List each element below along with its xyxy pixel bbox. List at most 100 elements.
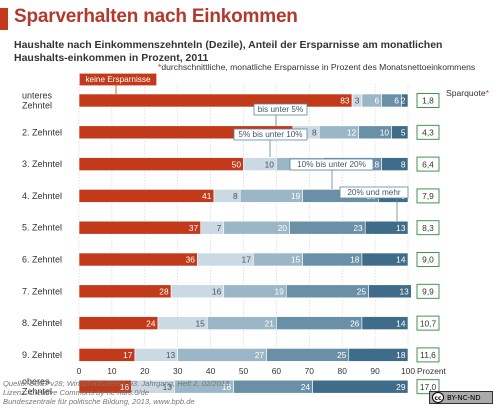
bar-segment [312, 379, 409, 394]
sparquote-box [416, 379, 440, 395]
data-label: 5 [401, 128, 406, 138]
data-label: 15 [195, 318, 205, 328]
data-label: 12 [347, 128, 357, 138]
sparquote-value: 6,4 [422, 159, 434, 169]
legend-callout-10-20-box [289, 158, 374, 171]
category-label-line: oberes [22, 377, 50, 387]
x-tick-label: 30 [173, 366, 183, 376]
sparquote-box [416, 315, 440, 331]
category-label-line: unteres [22, 91, 53, 101]
bar-segment [391, 125, 409, 140]
sparquote-box [416, 220, 440, 236]
category-label-line: Zehntel [22, 387, 52, 397]
x-tick-label: 10 [107, 366, 117, 376]
data-label: 13 [163, 382, 173, 392]
data-label: 23 [353, 223, 363, 233]
data-label: 8 [401, 159, 406, 169]
data-label: 2 [401, 96, 406, 106]
data-label: 7 [217, 223, 222, 233]
data-label: 18 [396, 350, 406, 360]
x-tick-label: 80 [338, 366, 348, 376]
bar-segment [78, 220, 202, 235]
bar-segment [364, 220, 409, 235]
chart-title: Sparverhalten nach Einkommen [14, 6, 298, 27]
license-badge[interactable]: cc BY-NC-ND [429, 391, 493, 404]
data-label: 3 [355, 96, 360, 106]
bar-segment [381, 157, 409, 171]
data-label: 10 [265, 159, 275, 169]
sparquote-header: Sparquote* [446, 88, 489, 98]
data-label: 24 [146, 318, 156, 328]
data-label: 18 [370, 159, 380, 169]
sparquote-header-star: * [485, 88, 490, 98]
data-label: 29 [396, 382, 406, 392]
source-note: Quelle: SOEPv28; Wirtschaftsdienst, 93. … [3, 379, 283, 406]
category-label: 6. Zehntel [22, 255, 62, 265]
data-label: 26 [350, 318, 360, 328]
sparquote-value: 9,0 [422, 255, 434, 265]
data-label: 15 [291, 255, 301, 265]
legend-callout-bis5-text: bis unter 5% [258, 105, 304, 114]
sparquote-header-text: Sparquote [446, 88, 486, 98]
data-label: 20 [278, 223, 288, 233]
x-tick-label: 0 [77, 366, 82, 376]
data-label: 14 [396, 255, 406, 265]
data-label: 18 [222, 382, 232, 392]
data-label: 19 [274, 287, 284, 297]
sparquote-value: 9,9 [422, 287, 434, 297]
data-label: 18 [350, 255, 360, 265]
data-label: 6 [394, 96, 399, 106]
bar-segment [401, 93, 409, 108]
data-label: 13 [166, 350, 176, 360]
license-badge-text: BY-NC-ND [447, 393, 481, 402]
sparquote-box [416, 156, 440, 172]
legend-note-text: durchschnittliche, monatliche Ersparniss… [161, 62, 476, 72]
bar-segment [177, 348, 267, 362]
bar-segment [348, 348, 409, 362]
data-label: 6 [375, 96, 380, 106]
bar-segment [368, 284, 412, 299]
sparquote-value: 7,9 [422, 191, 434, 201]
category-label: 2. Zehntel [22, 127, 62, 137]
category-label: 4. Zehntel [22, 191, 62, 201]
sparquote-value: 4,3 [422, 128, 434, 138]
bar-segment [78, 93, 353, 108]
legend-callout-5-10-box [233, 128, 308, 141]
x-tick-label: 60 [272, 366, 282, 376]
x-tick-label: 70 [305, 366, 315, 376]
bar-segment [78, 284, 172, 299]
sparquote-box [416, 347, 440, 363]
data-label: 13 [396, 223, 406, 233]
data-label: 27 [255, 350, 265, 360]
bar-segment [361, 316, 409, 330]
data-label: 10 [380, 128, 390, 138]
category-label: 3. Zehntel [22, 159, 62, 169]
license-line: Lizenz: Creative Commons by-nc-nd/3.0/de [3, 388, 150, 397]
legend-note-star: * [158, 62, 162, 72]
bar-segment [276, 316, 363, 330]
data-label: 19 [291, 191, 301, 201]
data-label: 24 [301, 382, 311, 392]
cc-license-icon: cc [432, 392, 444, 403]
category-label: 5. Zehntel [22, 223, 62, 233]
data-label: 21 [265, 318, 275, 328]
data-label: 50 [232, 159, 242, 169]
legend-callout-20plus-text: 20% und mehr [347, 188, 401, 197]
sparquote-value: 17,0 [420, 382, 437, 392]
data-label: 41 [202, 191, 212, 201]
sparquote-box [416, 283, 440, 299]
publisher-line: Bundeszentrale für politische Bildung, 2… [3, 397, 195, 406]
bar-segment [78, 189, 215, 203]
category-label: 9. Zehntel [22, 350, 62, 360]
sparquote-value: 10,7 [420, 318, 437, 328]
data-label: 28 [159, 287, 169, 297]
legend-callout-5-10-text: 5% bis unter 10% [238, 130, 302, 139]
data-label: 8 [312, 128, 317, 138]
category-label: 8. Zehntel [22, 318, 62, 328]
legend-callout-keine-box [79, 73, 157, 86]
data-label: 17 [123, 350, 133, 360]
sparquote-value: 1,8 [422, 96, 434, 106]
bar-segment [78, 157, 244, 171]
data-label: 25 [357, 287, 367, 297]
